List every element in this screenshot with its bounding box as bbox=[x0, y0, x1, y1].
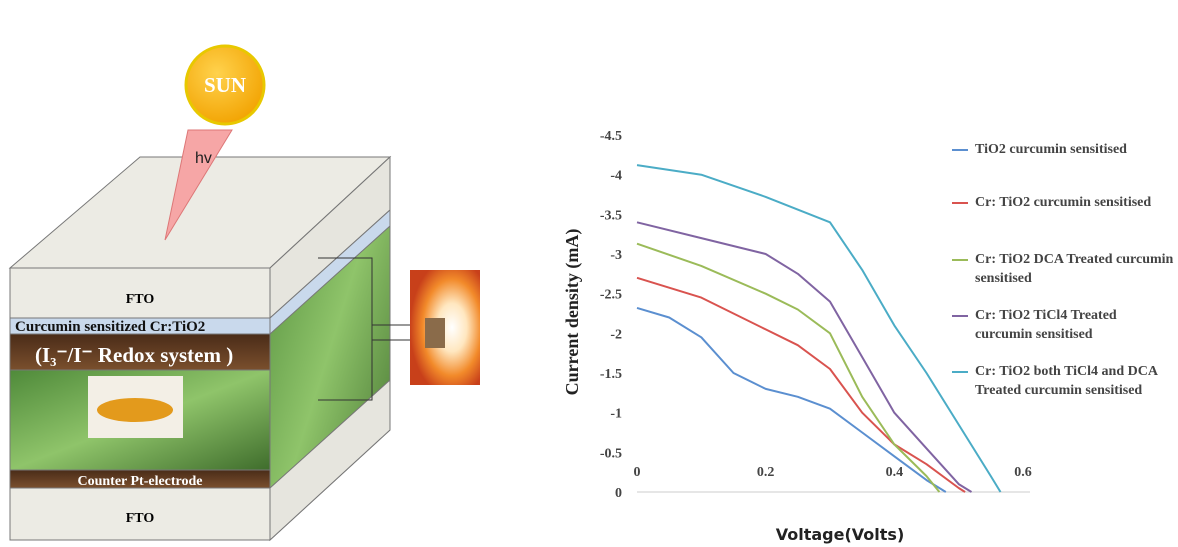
y-tick-label: -2 bbox=[610, 327, 622, 342]
series-line bbox=[637, 222, 972, 492]
cell-diagram: FTO Curcumin sensitized Cr:TiO2 (I₃⁻/I⁻ … bbox=[10, 46, 480, 540]
x-tick-label: 0.6 bbox=[1014, 465, 1032, 480]
pt-label: Counter Pt-electrode bbox=[77, 474, 202, 489]
series-line bbox=[637, 165, 1001, 492]
lamp-base bbox=[425, 318, 445, 348]
sun-label: SUN bbox=[204, 73, 246, 97]
legend-label: Cr: TiO2 TiCl4 Treated curcumin sensitis… bbox=[975, 306, 1175, 344]
dye-label: Curcumin sensitized Cr:TiO2 bbox=[15, 319, 205, 335]
chart: Current density (mA) Voltage(Volts) -4.5… bbox=[562, 129, 1032, 544]
x-tick-label: 0.2 bbox=[757, 465, 775, 480]
y-tick-label: -0.5 bbox=[600, 446, 622, 461]
x-tick-label: 0.4 bbox=[886, 465, 904, 480]
fto-label: FTO bbox=[126, 292, 155, 307]
y-tick-label: -1 bbox=[610, 407, 622, 422]
y-tick-label: -4.5 bbox=[600, 129, 622, 144]
y-axis-title: Current density (mA) bbox=[562, 229, 583, 396]
page: FTO Curcumin sensitized Cr:TiO2 (I₃⁻/I⁻ … bbox=[0, 0, 1178, 547]
legend-label: Cr: TiO2 DCA Treated curcumin sensitised bbox=[975, 250, 1175, 288]
legend-label: Cr: TiO2 curcumin sensitised bbox=[975, 193, 1175, 212]
y-tick-label: -4 bbox=[610, 169, 622, 184]
y-tick-label: -2.5 bbox=[600, 288, 622, 303]
turmeric-powder bbox=[97, 398, 173, 422]
fto-bottom-label: FTO bbox=[126, 511, 155, 526]
y-tick-label: -1.5 bbox=[600, 367, 622, 382]
redox-label: (I₃⁻/I⁻ Redox system ) bbox=[35, 343, 233, 367]
legend-label: TiO2 curcumin sensitised bbox=[975, 140, 1175, 159]
y-tick-label: 0 bbox=[615, 486, 622, 501]
series-line bbox=[637, 244, 939, 492]
x-tick-label: 0 bbox=[634, 465, 641, 480]
x-axis-title: Voltage(Volts) bbox=[776, 525, 905, 544]
hv-label: hv bbox=[195, 150, 212, 167]
series-line bbox=[637, 278, 965, 492]
y-tick-label: -3.5 bbox=[600, 208, 622, 223]
legend-label: Cr: TiO2 both TiCl4 and DCA Treated curc… bbox=[975, 362, 1175, 400]
y-tick-label: -3 bbox=[610, 248, 622, 263]
